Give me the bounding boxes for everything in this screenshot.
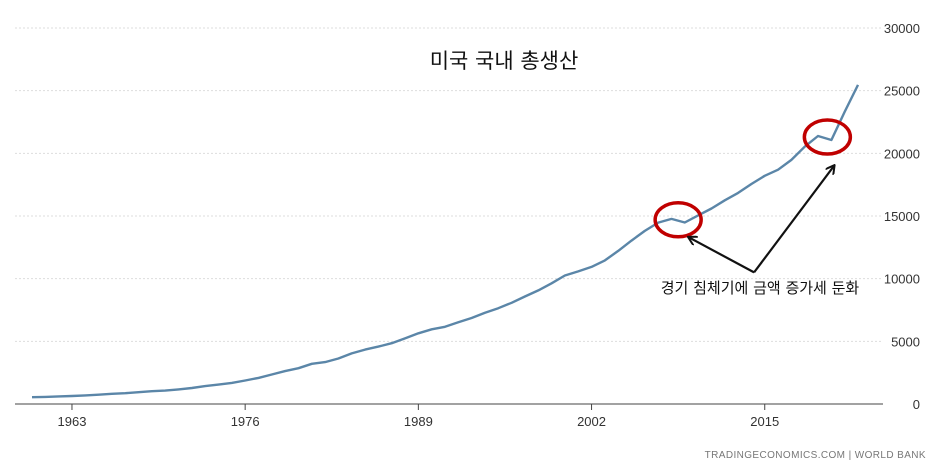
annotation-label: 경기 침체기에 금액 증가세 둔화 (661, 279, 860, 297)
highlight-circle (802, 118, 853, 156)
x-axis-ticks: 1963 1976 1989 2002 2015 (58, 404, 779, 429)
y-tick-label: 0 (913, 397, 920, 412)
y-tick-label: 15000 (884, 209, 920, 224)
x-tick-label: 1963 (58, 414, 87, 429)
y-tick-label: 25000 (884, 84, 920, 99)
x-tick-label: 1976 (231, 414, 260, 429)
annotation-layer (653, 118, 853, 274)
annotation-arrow (753, 166, 834, 274)
y-tick-label: 10000 (884, 272, 920, 287)
gdp-series-line (31, 84, 860, 399)
y-tick-label: 5000 (891, 334, 920, 349)
chart-title: 미국 국내 총생산 (430, 49, 579, 73)
highlight-circle (653, 201, 703, 239)
x-tick-label: 2015 (750, 414, 779, 429)
x-tick-label: 2002 (577, 414, 606, 429)
y-axis-ticks: 0 5000 10000 15000 20000 25000 30000 (884, 21, 920, 412)
y-tick-label: 30000 (884, 21, 920, 36)
x-tick-label: 1989 (404, 414, 433, 429)
series-layer (31, 84, 860, 399)
y-tick-label: 20000 (884, 146, 920, 161)
source-credit: TRADINGECONOMICS.COM | WORLD BANK (705, 450, 926, 461)
grid-lines (15, 27, 883, 342)
annotation-arrow (689, 237, 755, 274)
